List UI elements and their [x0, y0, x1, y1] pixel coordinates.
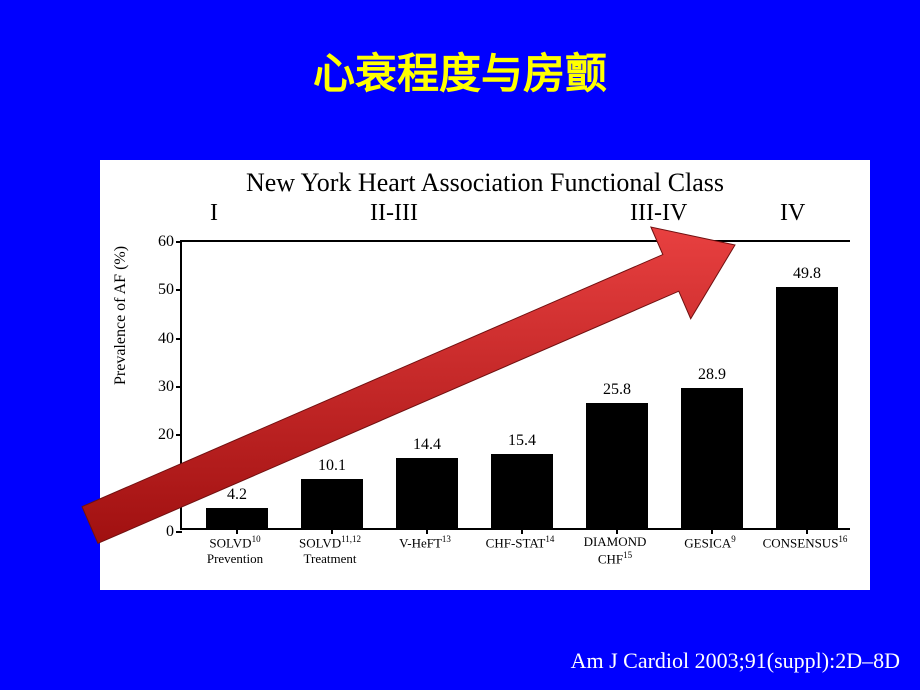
bar-value-label: 4.2 — [227, 486, 247, 508]
x-axis-label: V-HeFT13 — [399, 534, 451, 551]
class-label: II-III — [370, 200, 418, 227]
class-labels: I II-III III-IV IV — [100, 198, 870, 232]
bar-value-label: 14.4 — [413, 436, 441, 458]
bar: 28.9 — [681, 388, 743, 528]
x-axis-label: SOLVD10Prevention — [207, 534, 263, 567]
bar: 10.1 — [301, 479, 363, 528]
bar-value-label: 10.1 — [318, 457, 346, 479]
x-axis-label: DIAMONDCHF15 — [584, 534, 647, 567]
y-tick-mark — [176, 531, 182, 533]
y-tick-mark — [176, 483, 182, 485]
class-label: I — [210, 200, 218, 227]
bar-value-label: 15.4 — [508, 432, 536, 454]
bar-value-label: 28.9 — [698, 366, 726, 388]
y-tick-mark — [176, 289, 182, 291]
bar: 4.2 — [206, 508, 268, 528]
y-tick-mark — [176, 241, 182, 243]
x-axis-label: SOLVD11,12Treatment — [299, 534, 361, 567]
bar: 49.8 — [776, 287, 838, 528]
bar: 25.8 — [586, 403, 648, 528]
plot-area: 01020304050604.210.114.415.425.828.949.8 — [180, 240, 850, 530]
x-axis-label: CHF-STAT14 — [486, 534, 555, 551]
y-axis-label: Prevalence of AF (%) — [112, 246, 130, 385]
y-tick-mark — [176, 434, 182, 436]
bar: 15.4 — [491, 454, 553, 528]
bar-value-label: 25.8 — [603, 381, 631, 403]
y-tick-mark — [176, 338, 182, 340]
chart-title: New York Heart Association Functional Cl… — [100, 160, 870, 198]
class-label: III-IV — [630, 200, 687, 227]
bar-value-label: 49.8 — [793, 265, 821, 287]
x-axis-label: GESICA9 — [684, 534, 735, 551]
citation-text: Am J Cardiol 2003;91(suppl):2D–8D — [571, 648, 900, 674]
y-tick-mark — [176, 386, 182, 388]
bar: 14.4 — [396, 458, 458, 528]
slide-title: 心衰程度与房颤 — [0, 0, 920, 101]
x-axis-label: CONSENSUS16 — [763, 534, 848, 551]
class-label: IV — [780, 200, 805, 227]
chart-container: New York Heart Association Functional Cl… — [100, 160, 870, 590]
